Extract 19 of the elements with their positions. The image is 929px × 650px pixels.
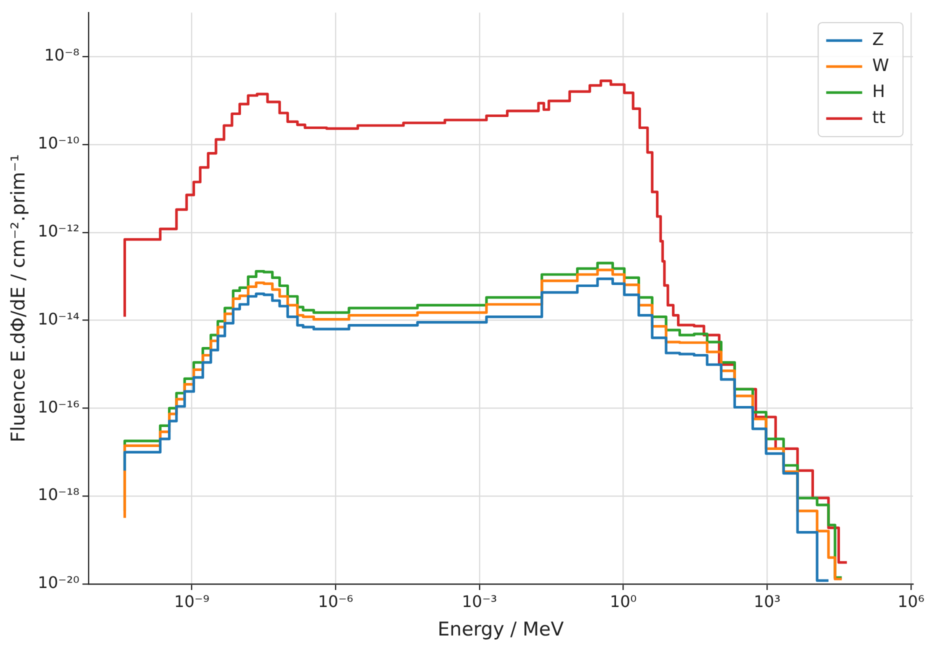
y-tick-label: 10⁻⁸ bbox=[44, 46, 80, 65]
legend-label: H bbox=[872, 82, 885, 102]
x-axis-title: Energy / MeV bbox=[438, 618, 564, 641]
y-tick-label: 10⁻¹⁴ bbox=[38, 309, 80, 328]
legend-label: Z bbox=[872, 30, 884, 50]
y-tick-label: 10⁻¹⁰ bbox=[38, 134, 80, 153]
x-tick-label: 10⁻⁶ bbox=[318, 592, 354, 611]
x-tick-label: 10⁶ bbox=[898, 592, 924, 611]
y-tick-label: 10⁻¹⁸ bbox=[38, 485, 80, 504]
legend-label: W bbox=[872, 56, 890, 76]
legend-label: tt bbox=[872, 108, 886, 128]
x-tick-label: 10³ bbox=[754, 592, 781, 611]
y-tick-label: 10⁻¹⁶ bbox=[38, 397, 80, 416]
x-tick-label: 10⁻³ bbox=[462, 592, 498, 611]
y-tick-label: 10⁻¹² bbox=[38, 222, 80, 241]
y-tick-label: 10⁻²⁰ bbox=[38, 573, 80, 592]
y-axis-title: Fluence E.dΦ/dE / cm⁻².prim⁻¹ bbox=[7, 154, 30, 442]
x-tick-label: 10⁰ bbox=[610, 592, 637, 611]
x-tick-label: 10⁻⁹ bbox=[174, 592, 210, 611]
